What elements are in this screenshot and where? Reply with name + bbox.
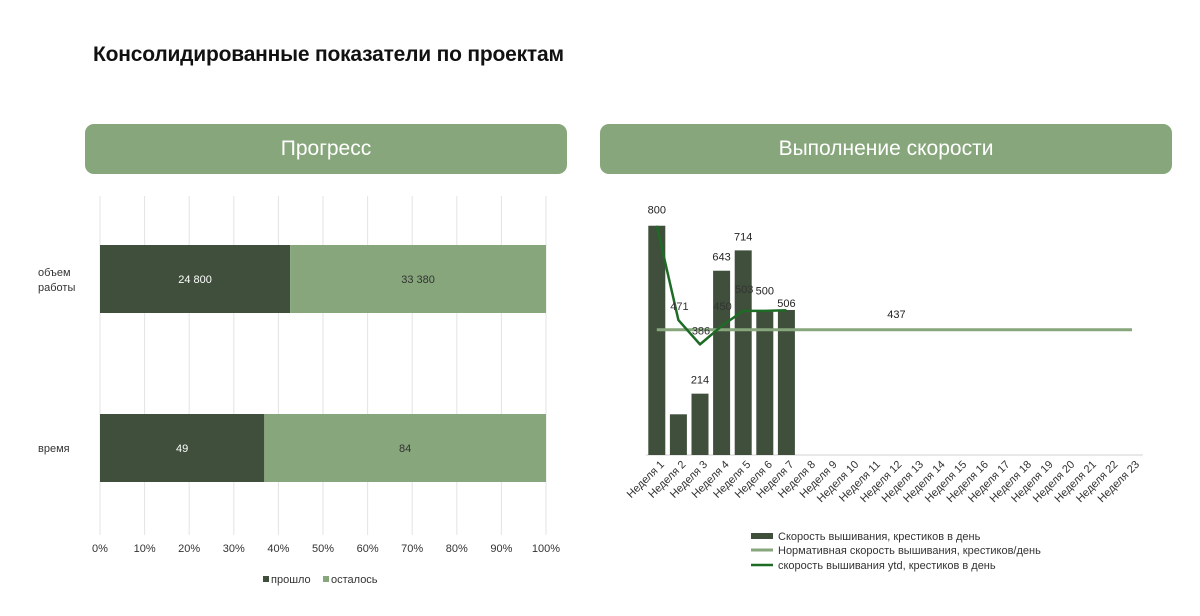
bar-segment bbox=[264, 414, 546, 482]
x-tick-label: 60% bbox=[357, 543, 379, 555]
x-tick-label: 80% bbox=[446, 543, 468, 555]
bar bbox=[777, 309, 795, 455]
legend-label: осталось bbox=[331, 574, 378, 586]
bar bbox=[648, 225, 666, 455]
category-label: работы bbox=[38, 282, 75, 294]
data-label: 24 800 bbox=[178, 274, 212, 286]
legend-label: Нормативная скорость вышивания, крестико… bbox=[778, 545, 1041, 557]
legend-swatch-bar bbox=[751, 533, 773, 539]
legend-label: прошло bbox=[271, 574, 311, 586]
bar bbox=[691, 393, 709, 455]
bar-segment bbox=[290, 245, 546, 313]
progress-chart: 0% 10% 20% 30% 40% 50% 60% 70% 80% 90% 100% 24 800 3… bbox=[38, 196, 560, 586]
data-label: 33 380 bbox=[401, 274, 435, 286]
bar-data-label: 500 bbox=[756, 286, 774, 298]
x-tick-label: 50% bbox=[312, 543, 334, 555]
bar-data-label: 214 bbox=[691, 375, 709, 387]
bar bbox=[713, 270, 731, 455]
bar-data-label: 643 bbox=[712, 252, 730, 264]
bar-data-label: 800 bbox=[648, 205, 666, 217]
ytd-data-label: 503 bbox=[735, 284, 753, 296]
x-tick-label: 100% bbox=[532, 543, 560, 555]
bar-segment bbox=[100, 245, 291, 313]
bar-data-label: 714 bbox=[734, 231, 752, 243]
x-tick-label: 0% bbox=[92, 543, 108, 555]
legend-swatch bbox=[323, 576, 329, 582]
ytd-line bbox=[655, 225, 787, 346]
legend-label: Скорость вышивания, крестиков в день bbox=[778, 531, 981, 543]
bar bbox=[756, 311, 774, 455]
x-tick-label: 90% bbox=[490, 543, 512, 555]
speed-panel-header: Выполнение скорости bbox=[600, 124, 1172, 174]
x-tick-label: 70% bbox=[401, 543, 423, 555]
bar bbox=[734, 250, 752, 455]
ytd-data-label: 386 bbox=[692, 325, 710, 337]
bar-data-label: 506 bbox=[777, 298, 795, 310]
ytd-data-label: 471 bbox=[670, 301, 688, 313]
x-tick-label: 30% bbox=[223, 543, 245, 555]
category-label: время bbox=[38, 443, 70, 455]
legend-label: скорость вышивания ytd, крестиков в день bbox=[778, 560, 996, 572]
normative-data-label: 437 bbox=[887, 309, 905, 321]
legend-swatch bbox=[263, 576, 269, 582]
progress-panel-header: Прогресс bbox=[85, 124, 567, 174]
data-label: 84 bbox=[399, 443, 411, 455]
x-tick-label: 20% bbox=[178, 543, 200, 555]
ytd-data-label: 450 bbox=[713, 301, 731, 313]
x-tick-label: 40% bbox=[267, 543, 289, 555]
x-tick-label: 10% bbox=[134, 543, 156, 555]
category-label: объем bbox=[38, 267, 71, 279]
bar bbox=[669, 414, 687, 455]
bar-segment bbox=[100, 414, 265, 482]
data-label: 49 bbox=[176, 443, 188, 455]
page-title: Консолидированные показатели по проектам bbox=[93, 43, 564, 66]
